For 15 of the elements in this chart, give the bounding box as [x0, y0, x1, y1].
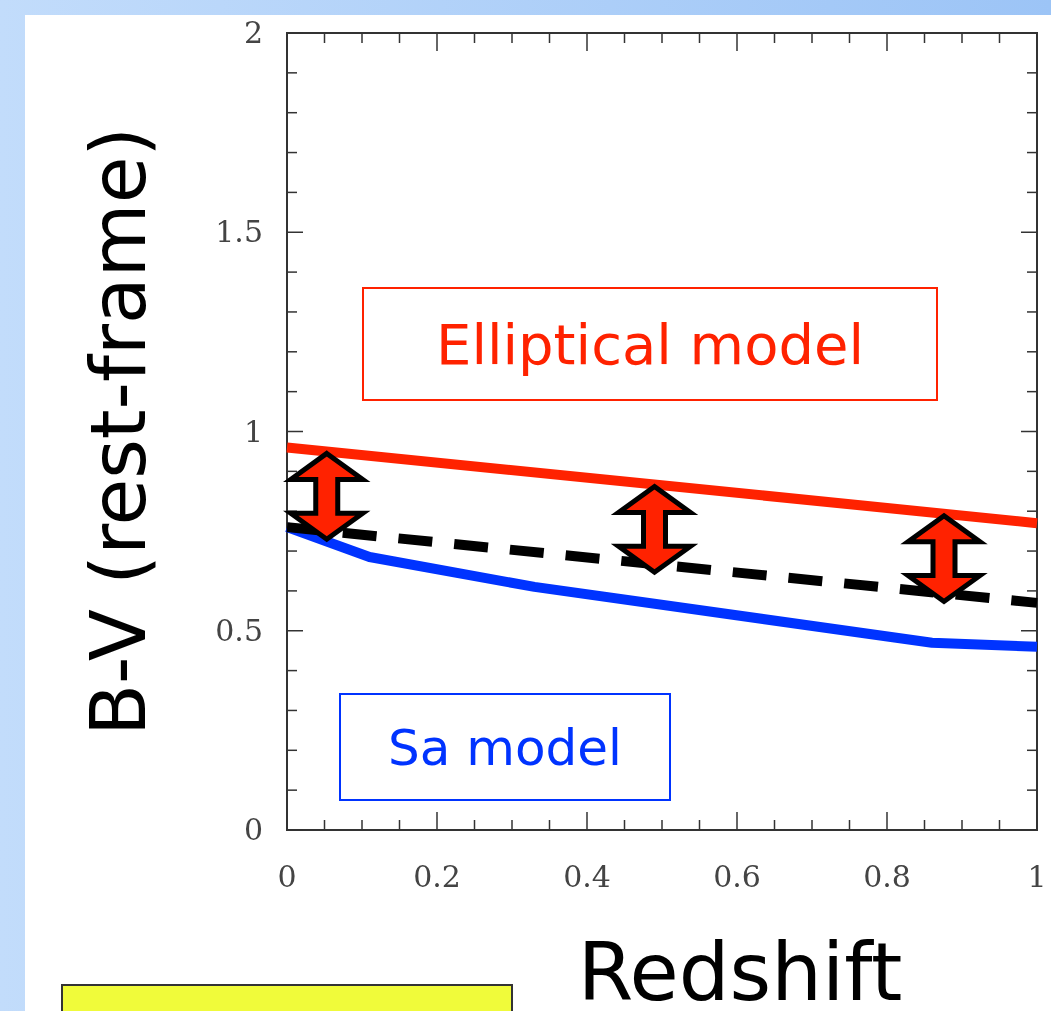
series-label: Elliptical model — [436, 312, 864, 378]
x-tick-label: 0.2 — [413, 859, 461, 894]
x-axis-title: Redshift — [577, 926, 903, 1011]
x-tick-label: 0.6 — [713, 859, 761, 894]
y-tick-label: 2 — [243, 15, 263, 50]
x-tick-label: 1 — [1027, 859, 1047, 894]
y-axis-title: B-V (rest-frame) — [74, 126, 163, 737]
x-tick-label: 0 — [277, 859, 297, 894]
y-tick-label: 0 — [243, 812, 263, 847]
text: Sa model — [388, 719, 622, 777]
x-tick-label: 0.8 — [863, 859, 911, 894]
y-tick-label: 0.5 — [215, 612, 263, 648]
x-tick-label: 0.4 — [563, 859, 611, 894]
y-tick-label: 1 — [243, 413, 263, 449]
y-tick-label: 1.5 — [215, 214, 263, 250]
